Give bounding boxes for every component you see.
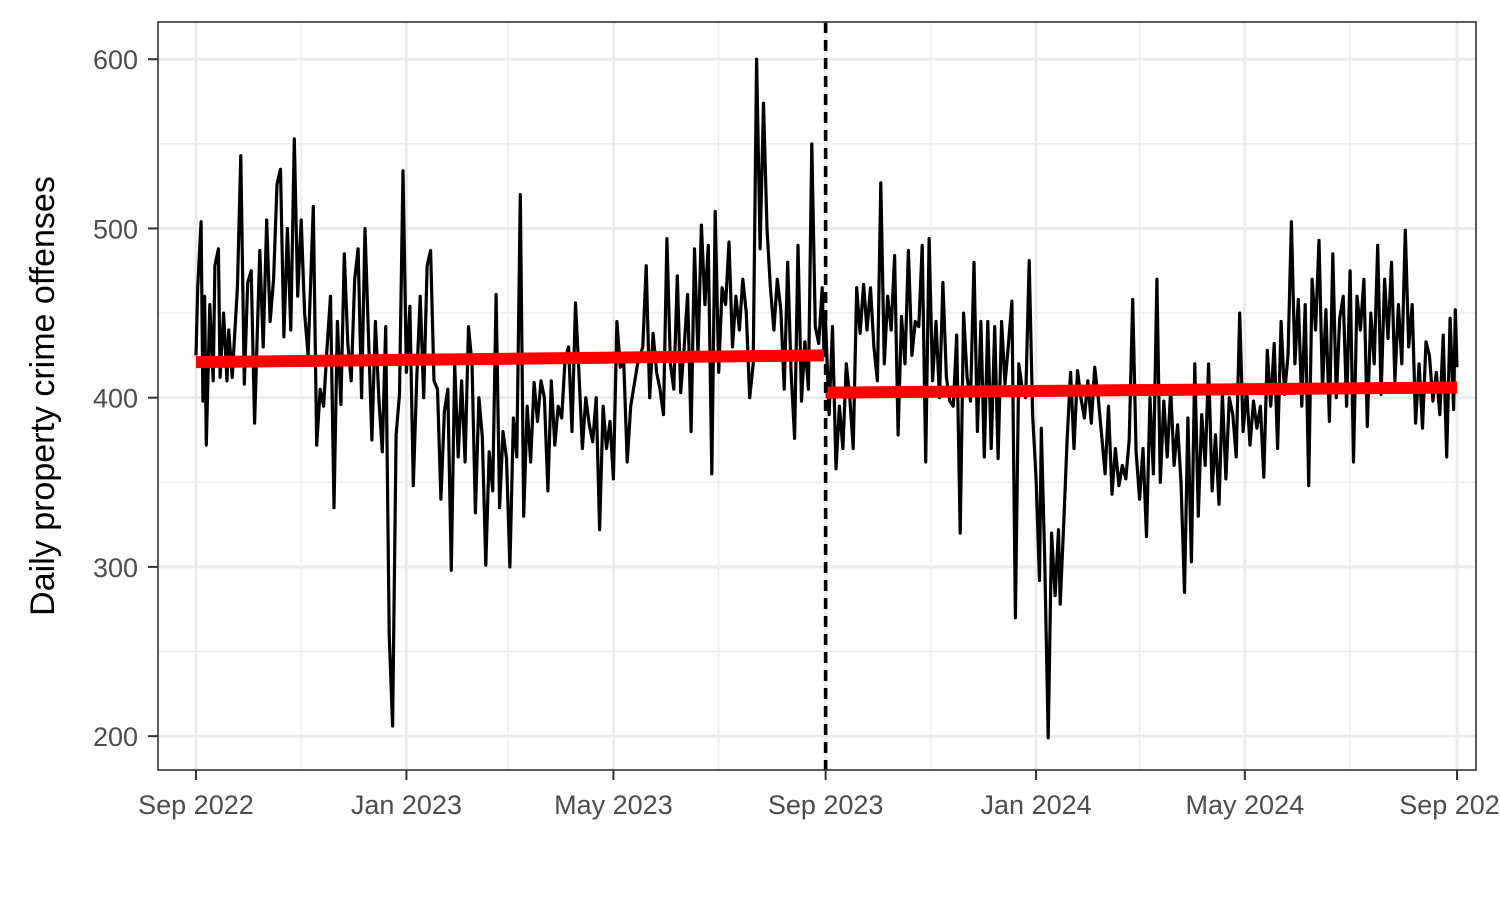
x-axis: Sep 2022 Jan 2023 May 2023 Sep 2023 Jan 2024…	[138, 770, 1500, 820]
y-tick-label: 300	[93, 553, 138, 583]
trend-line	[195, 349, 824, 369]
x-tick-label: Sep 2024	[1399, 790, 1500, 820]
trend-line	[825, 381, 1458, 399]
x-tick-label: May 2024	[1186, 790, 1305, 820]
trend-layer	[195, 349, 1458, 399]
plot-panel-border	[157, 21, 1477, 771]
y-axis: 200 300 400 500 600	[93, 45, 158, 752]
y-tick-label: 200	[93, 722, 138, 752]
y-axis-title: Daily property crime offenses	[24, 176, 62, 616]
x-tick-label: Sep 2023	[768, 790, 884, 820]
y-tick-label: 400	[93, 384, 138, 414]
x-tick-label: May 2023	[554, 790, 673, 820]
major-gridlines	[158, 22, 1476, 770]
y-tick-label: 600	[93, 45, 138, 75]
x-tick-label: Jan 2024	[981, 790, 1092, 820]
x-tick-label: Sep 2022	[138, 790, 254, 820]
y-tick-label: 500	[93, 214, 138, 244]
x-tick-label: Jan 2023	[351, 790, 462, 820]
